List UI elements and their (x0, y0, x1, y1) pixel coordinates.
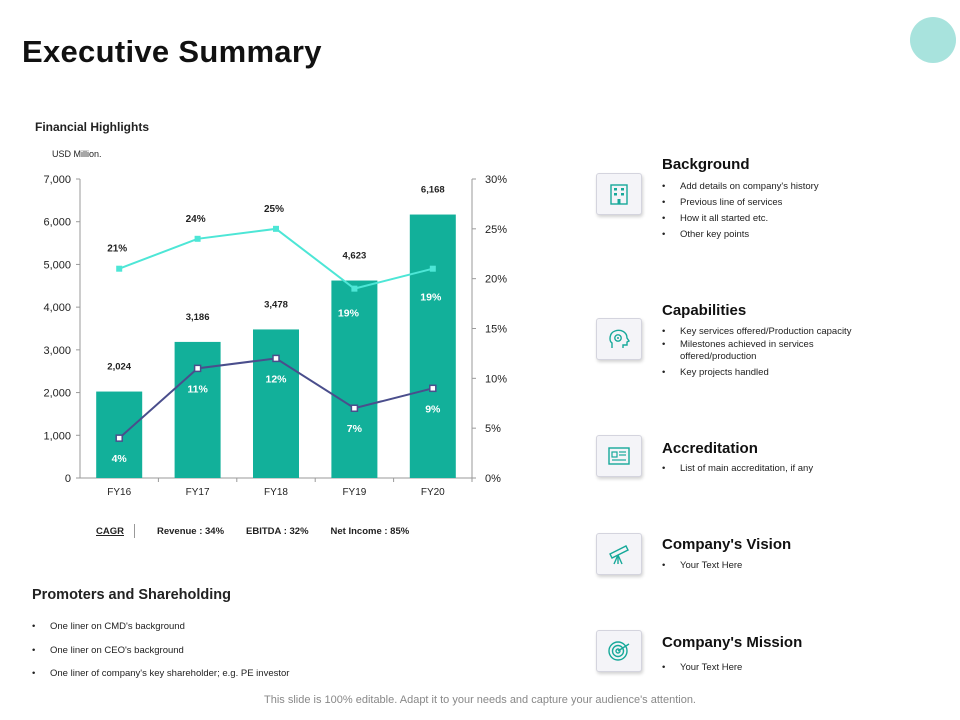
list-item: Other key points (662, 229, 892, 241)
decorative-circle (910, 17, 956, 63)
line2-value-label: 9% (425, 403, 441, 415)
promoters-heading: Promoters and Shareholding (32, 587, 231, 603)
background-title: Background (662, 156, 750, 173)
target-icon (596, 630, 642, 672)
x-tick-label: FY19 (342, 487, 366, 498)
background-list: Add details on company's history Previou… (662, 181, 892, 245)
line1-value-label: 24% (186, 214, 206, 225)
mission-list: Your Text Here (662, 662, 892, 678)
list-item: Key projects handled (662, 367, 892, 379)
list-item: How it all started etc. (662, 213, 892, 225)
bar-fy19 (331, 280, 378, 478)
x-tick-label: FY20 (421, 487, 445, 498)
list-item: One liner on CEO's background (32, 645, 432, 657)
line1-value-label: 21% (107, 244, 127, 255)
line2-value-label: 4% (112, 453, 128, 465)
bar-fy17 (174, 341, 221, 478)
right-tick-label: 5% (485, 423, 501, 435)
right-tick-label: 20% (485, 274, 507, 286)
cagr-revenue: Revenue : 34% (156, 525, 225, 537)
right-tick-label: 10% (485, 373, 507, 385)
page-title: Executive Summary (22, 34, 322, 69)
cagr-separator (133, 524, 135, 538)
line1-marker (116, 265, 123, 272)
bar-value-label: 3,478 (264, 299, 288, 310)
line1-marker (429, 265, 436, 272)
capabilities-list: Key services offered/Production capacity… (662, 326, 892, 383)
right-tick-label: 15% (485, 324, 507, 336)
line2-value-label: 7% (347, 423, 363, 435)
cagr-label: CAGR (96, 525, 124, 537)
cagr-net-income: Net Income : 85% (330, 525, 410, 537)
accreditation-list: List of main accreditation, if any (662, 463, 892, 479)
building-icon (596, 173, 642, 215)
line2-marker (429, 384, 437, 393)
line1-marker (273, 225, 279, 232)
left-tick-label: 2,000 (43, 388, 71, 400)
list-item: Milestones achieved in services offered/… (662, 339, 860, 363)
list-item: Previous line of services (662, 197, 892, 209)
left-tick-label: 4,000 (43, 302, 71, 314)
line1-marker (194, 235, 201, 242)
vision-list: Your Text Here (662, 560, 892, 576)
x-tick-label: FY17 (186, 487, 210, 498)
line1-marker (351, 285, 358, 292)
line2-marker (350, 404, 359, 412)
left-tick-label: 0 (65, 473, 71, 485)
list-item: List of main accreditation, if any (662, 463, 892, 475)
line1-value-label: 25% (264, 204, 284, 215)
bar-value-label: 3,186 (186, 312, 210, 323)
right-tick-label: 25% (485, 224, 507, 236)
accreditation-title: Accreditation (662, 440, 758, 457)
bar-value-label: 6,168 (421, 185, 445, 196)
right-tick-label: 30% (485, 174, 507, 186)
list-item: One liner of company's key shareholder; … (32, 668, 432, 680)
line-series-1 (118, 227, 434, 290)
cagr-row: CAGR Revenue : 34% EBITDA : 32% Net Inco… (96, 524, 431, 538)
bar-value-label: 2,024 (107, 362, 131, 373)
left-tick-label: 1,000 (43, 430, 71, 442)
line2-value-label: 11% (187, 383, 208, 395)
mission-title: Company's Mission (662, 634, 803, 651)
left-tick-label: 6,000 (43, 217, 71, 229)
financial-chart: 0 1,000 2,000 3,000 4,000 5,000 6,000 7,000 0% 5%… (43, 174, 507, 498)
line2-marker (193, 364, 202, 373)
left-tick-label: 7,000 (43, 174, 71, 186)
footer-note: This slide is 100% editable. Adapt it to… (264, 694, 696, 706)
bar-value-label: 4,623 (343, 251, 367, 262)
line2-value-label: 12% (265, 373, 287, 385)
fy19-inbar-label: 19% (338, 308, 360, 320)
left-tick-label: 5,000 (43, 259, 71, 271)
bar-fy18 (253, 329, 299, 478)
list-item: Add details on company's history (662, 181, 892, 193)
line1-value-label: 19% (420, 292, 442, 304)
chart-unit-label: USD Million. (52, 149, 102, 159)
x-tick-label: FY16 (107, 487, 131, 498)
head-gear-icon (596, 318, 642, 360)
line2-marker (272, 354, 280, 363)
capabilities-title: Capabilities (662, 302, 747, 319)
telescope-icon (596, 533, 642, 575)
list-item: Your Text Here (662, 560, 892, 572)
financial-highlights-heading: Financial Highlights (35, 120, 150, 134)
x-tick-label: FY18 (264, 487, 288, 498)
list-item: Key services offered/Production capacity (662, 326, 892, 338)
vision-title: Company's Vision (662, 536, 792, 553)
list-item: One liner on CMD's background (32, 621, 432, 633)
right-tick-label: 0% (485, 473, 501, 485)
promoters-list: One liner on CMD's background One liner … (32, 621, 432, 692)
cagr-ebitda: EBITDA : 32% (246, 525, 309, 537)
certificate-icon (596, 435, 642, 477)
line2-marker (115, 434, 123, 442)
left-tick-label: 3,000 (43, 345, 71, 357)
bar-fy20 (409, 214, 456, 479)
list-item: Your Text Here (662, 662, 892, 674)
